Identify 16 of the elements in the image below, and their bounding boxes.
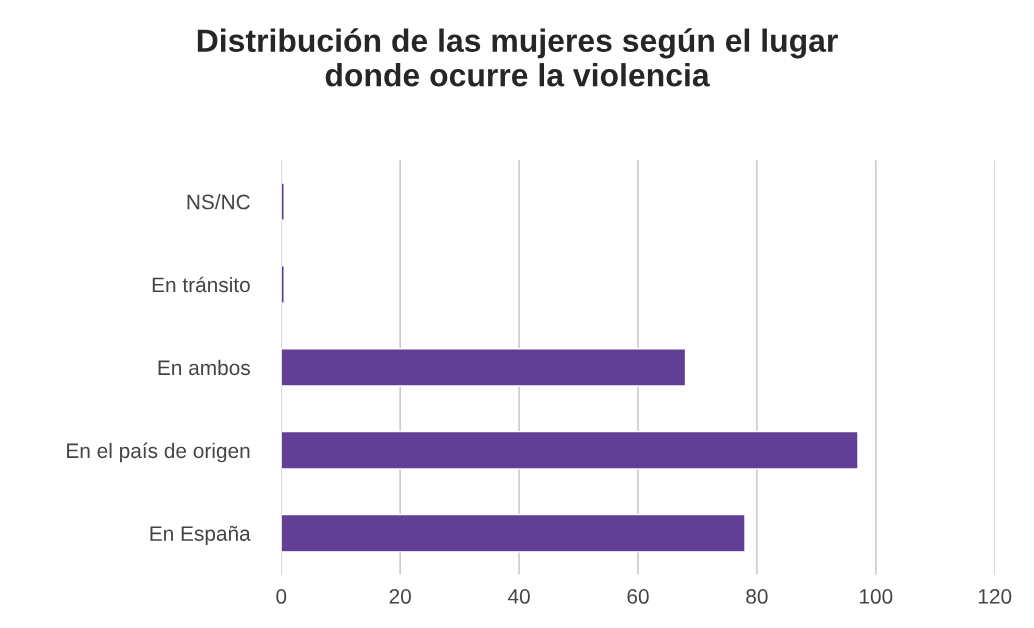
x-tick-label: 20 [389, 589, 411, 604]
bar [281, 430, 859, 470]
x-tick-label: 100 [860, 589, 893, 604]
y-tick-label: En tránsito [152, 276, 250, 293]
x-tick-label: 60 [627, 589, 649, 604]
x-tick-label: 80 [746, 589, 768, 604]
bar [281, 513, 746, 553]
y-tick-label: En ambos [158, 359, 250, 376]
x-tick-label: 0 [276, 589, 287, 604]
y-tick-label: En España [150, 525, 251, 546]
x-tick-label: 120 [978, 589, 1012, 604]
y-tick-label: En el país de origen [67, 442, 250, 463]
chart-title: Distribución de las mujeres según el lugar donde ocurre la violencia [197, 28, 838, 87]
y-tick-label: NS/NC [187, 194, 250, 210]
bar [281, 348, 687, 387]
x-tick-label: 40 [507, 589, 530, 604]
